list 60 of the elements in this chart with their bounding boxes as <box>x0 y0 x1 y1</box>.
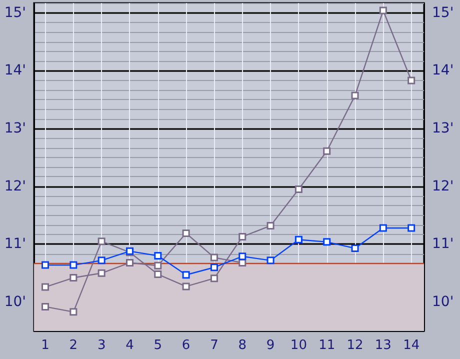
x-tick-label: 11 <box>318 338 336 353</box>
point <box>408 76 416 84</box>
point <box>379 224 387 232</box>
x-tick-label: 1 <box>41 338 50 353</box>
x-tick-label: 10 <box>290 338 307 353</box>
point <box>379 6 387 14</box>
point <box>294 186 302 194</box>
point <box>42 283 50 291</box>
point <box>182 229 190 237</box>
y2-tick-label: 15' <box>432 4 454 21</box>
y-tick-label: 13' <box>4 120 26 137</box>
point <box>70 308 78 316</box>
point <box>42 302 50 310</box>
point <box>98 256 106 264</box>
x-tick-label: 2 <box>69 338 78 353</box>
point <box>351 244 359 252</box>
point <box>98 238 106 246</box>
point <box>70 274 78 282</box>
point <box>126 258 134 266</box>
x-tick-label: 5 <box>154 338 162 353</box>
point <box>323 147 331 155</box>
point <box>408 224 416 232</box>
point <box>154 262 162 270</box>
y2-tick-label: 10' <box>432 294 454 310</box>
x-tick-label: 12 <box>346 338 364 353</box>
point <box>182 282 190 290</box>
x-tick-label: 14 <box>403 338 420 353</box>
point <box>266 256 274 264</box>
x-tick-label: 9 <box>266 338 275 353</box>
point <box>154 252 162 260</box>
y-tick-label: 10' <box>4 294 26 310</box>
point <box>351 92 359 100</box>
point <box>294 236 302 244</box>
y2-tick-label: 12' <box>432 178 454 194</box>
point <box>266 222 274 230</box>
y2-tick-label: 13' <box>432 120 454 137</box>
y-tick-label: 15' <box>4 4 26 21</box>
y-tick-label: 11' <box>4 236 26 252</box>
point <box>98 269 106 277</box>
point <box>238 252 246 260</box>
point <box>238 232 246 240</box>
point <box>210 254 218 262</box>
point <box>210 264 218 272</box>
x-tick-label: 4 <box>126 338 134 353</box>
y-tick-label: 12' <box>4 178 26 194</box>
x-tick-label: 13 <box>374 338 392 353</box>
point <box>182 271 190 279</box>
point <box>238 258 246 266</box>
point <box>154 270 162 278</box>
y-tick-label: 14' <box>4 62 26 79</box>
y2-tick-label: 14' <box>432 62 454 79</box>
point <box>323 238 331 246</box>
x-tick-label: 3 <box>97 338 106 353</box>
point <box>210 274 218 282</box>
point <box>70 261 78 269</box>
y2-tick-label: 11' <box>432 236 454 252</box>
point <box>42 261 50 269</box>
x-tick-label: 7 <box>210 338 218 353</box>
x-tick-label: 6 <box>182 338 190 353</box>
x-tick-label: 8 <box>238 338 247 353</box>
